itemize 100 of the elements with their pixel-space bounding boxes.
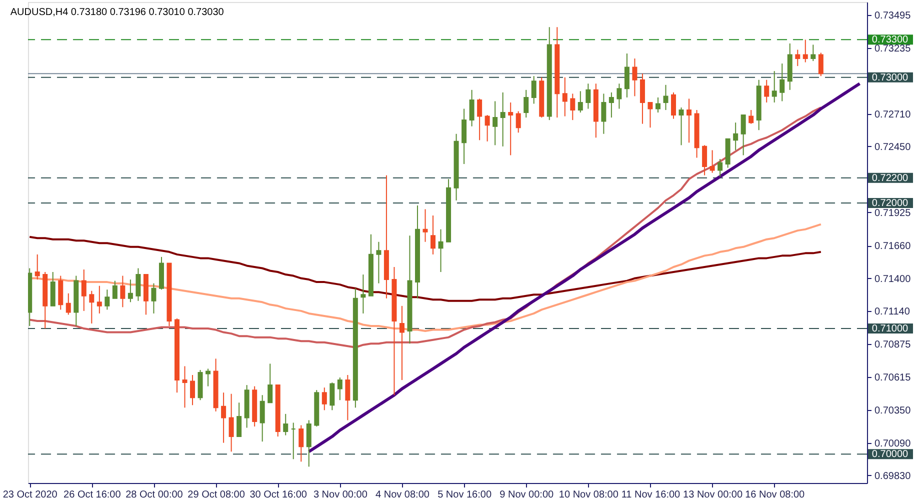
candlestick [66, 292, 71, 316]
ref-line-label: 0.71000 [872, 324, 909, 335]
candlestick [608, 92, 614, 118]
candlestick [702, 144, 708, 176]
candlestick [260, 394, 265, 442]
candlestick [740, 114, 746, 156]
x-tick-label: 23 Oct 2020 [2, 490, 58, 500]
x-tick-label: 26 Oct 16:00 [64, 490, 122, 500]
candlestick [376, 241, 382, 284]
candlestick [120, 275, 126, 308]
x-tick-label: 28 Oct 00:00 [126, 490, 184, 500]
candlestick [477, 98, 482, 141]
candlestick [624, 52, 630, 98]
candlestick [221, 392, 226, 444]
candlestick [500, 92, 506, 147]
candlestick [399, 305, 404, 381]
candlestick [655, 96, 660, 114]
candlestick [640, 73, 645, 124]
y-tick-label: 0.69830 [874, 470, 912, 482]
candlestick [678, 106, 684, 146]
x-tick-label: 11 Nov 16:00 [621, 490, 681, 500]
y-tick-label: 0.71140 [874, 306, 910, 318]
candlestick [96, 285, 102, 314]
candlestick [718, 158, 723, 178]
candlestick [462, 108, 467, 165]
y-tick-label: 0.73495 [874, 10, 912, 22]
candlestick [818, 52, 824, 77]
candlestick [531, 76, 536, 104]
candlestick [562, 76, 568, 117]
y-tick-label: 0.71925 [874, 208, 912, 219]
x-tick-label: 4 Nov 08:00 [376, 490, 430, 500]
candlestick [648, 102, 653, 128]
candlestick [136, 268, 141, 302]
candlestick [50, 272, 56, 306]
candlestick [772, 70, 777, 103]
ref-line-label: 0.73300 [872, 34, 909, 46]
y-tick-label: 0.71400 [874, 274, 912, 285]
y-tick-label: 0.70350 [874, 406, 912, 417]
candlestick [469, 89, 474, 127]
y-tick-label: 0.70090 [874, 438, 912, 450]
line-series [28, 236, 822, 302]
x-tick-label: 30 Oct 16:00 [250, 490, 308, 500]
candlestick [492, 100, 498, 146]
candlestick [58, 275, 64, 310]
ref-line-label: 0.70000 [872, 449, 909, 460]
candlestick [298, 424, 304, 462]
x-tick-label: 10 Nov 08:00 [558, 490, 619, 500]
candlestick [516, 110, 521, 134]
candlestick [360, 274, 366, 314]
candlestick [810, 44, 816, 62]
candlestick [632, 58, 638, 97]
candlestick [104, 289, 110, 310]
candlestick [206, 368, 211, 387]
candlestick [710, 150, 715, 174]
y-tick-label: 0.71660 [874, 241, 912, 252]
candlestick [438, 228, 444, 273]
ref-line-label: 0.72000 [872, 198, 909, 209]
candlestick [268, 363, 273, 404]
ref-line-label: 0.72200 [872, 172, 909, 184]
candlestick [586, 83, 591, 110]
x-tick-label: 16 Nov 08:00 [745, 490, 806, 500]
line-series [28, 106, 822, 348]
candlestick [780, 63, 785, 102]
candlestick [601, 93, 606, 134]
candlestick [34, 254, 40, 280]
candlestick [578, 90, 583, 114]
y-tick-label: 0.72710 [874, 109, 912, 120]
candlestick [330, 382, 335, 411]
candlestick [764, 79, 770, 103]
candlestick [306, 420, 312, 468]
candlestick [686, 98, 692, 144]
candlestick [484, 114, 490, 142]
text: AUDUSD,H4 0.73180 0.73196 0.73010 0.73030 [10, 7, 224, 18]
candlestick [81, 269, 86, 312]
candlestick [128, 279, 133, 303]
candlestick [795, 49, 800, 67]
candlestick [671, 92, 676, 120]
candlestick [337, 377, 342, 401]
candlestick [182, 366, 188, 408]
candlestick [748, 110, 754, 124]
candlestick [570, 93, 576, 121]
candlestick [430, 215, 436, 255]
candlestick [733, 122, 738, 151]
y-tick-label: 0.72450 [874, 142, 912, 153]
candlestick [236, 402, 242, 438]
y-tick-label: 0.70615 [874, 372, 912, 384]
x-tick-label: 3 Nov 00:00 [313, 490, 368, 500]
x-tick-label: 13 Nov 00:00 [683, 490, 743, 500]
candlestick [112, 280, 118, 299]
candlestick [283, 413, 288, 436]
candlestick [190, 374, 196, 406]
candlestick [322, 387, 327, 411]
candlestick [663, 84, 668, 111]
candlestick [524, 89, 529, 118]
x-tick-label: 9 Nov 00:00 [500, 490, 554, 500]
candlestick [422, 208, 428, 242]
y-tick-label: 0.73235 [874, 43, 912, 54]
line-series [307, 82, 862, 454]
candlestick [345, 374, 350, 421]
candlestick [151, 282, 156, 314]
